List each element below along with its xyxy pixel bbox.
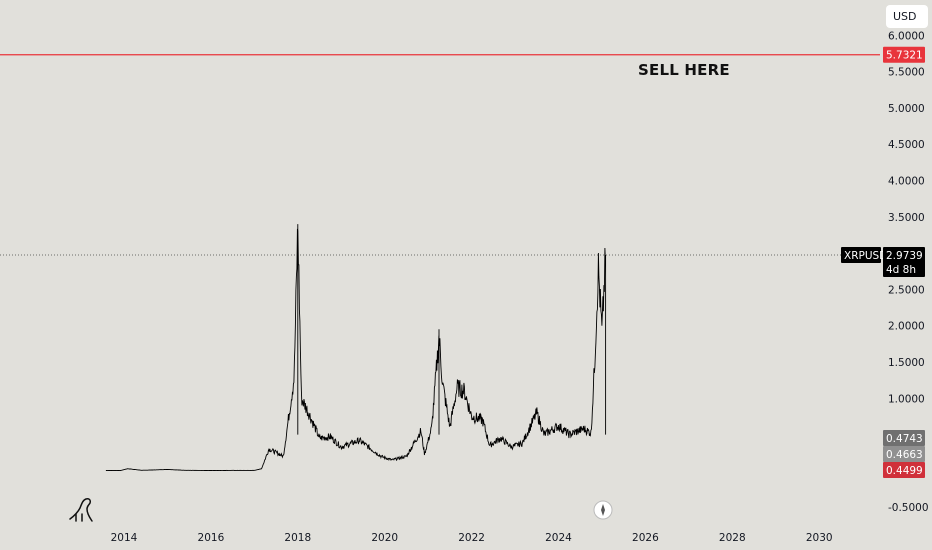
- level-tag-2-bg: [883, 446, 925, 462]
- y-tick-label: 2.0000: [888, 321, 925, 333]
- price-series-line: [105, 224, 607, 472]
- y-tick-label: -0.5000: [888, 502, 929, 514]
- symbol-tag: XRPUSD: [844, 250, 887, 262]
- y-tick-label: 6.0000: [888, 30, 925, 42]
- level-tag-3-bg: [883, 462, 925, 478]
- last-price-tag: 2.9739: [886, 250, 923, 262]
- x-tick-label: 2022: [458, 532, 485, 544]
- level-tag-3: 0.4499: [886, 465, 923, 477]
- last-price-tag-bg: [883, 246, 925, 263]
- symbol-tag-bg: [841, 246, 881, 263]
- y-tick-label: 4.5000: [888, 139, 925, 151]
- y-tick-label: 3.5000: [888, 212, 925, 224]
- x-tick-label: 2026: [632, 532, 659, 544]
- x-tick-label: 2016: [198, 532, 225, 544]
- resistance-price-tag: 5.7321: [886, 50, 923, 62]
- y-tick-label: 5.0000: [888, 103, 925, 115]
- y-tick-label: 2.5000: [888, 284, 925, 296]
- dinosaur-logo-icon: [69, 498, 93, 522]
- y-tick-label: 1.5000: [888, 357, 925, 369]
- y-tick-label: 4.0000: [888, 176, 925, 188]
- y-tick-label: 1.0000: [888, 393, 925, 405]
- level-tag-1-bg: [883, 430, 925, 446]
- countdown-tag: 4d 8h: [886, 264, 916, 276]
- compass-icon[interactable]: [593, 500, 613, 520]
- sell-here-annotation: SELL HERE: [638, 61, 730, 79]
- x-tick-label: 2024: [545, 532, 572, 544]
- y-tick-label: 5.5000: [888, 67, 925, 79]
- currency-button[interactable]: USD: [886, 5, 928, 28]
- x-tick-label: 2014: [111, 532, 138, 544]
- level-tag-2: 0.4663: [886, 449, 923, 461]
- countdown-tag-bg: [883, 260, 925, 277]
- level-tag-1: 0.4743: [886, 433, 923, 445]
- x-tick-label: 2030: [806, 532, 833, 544]
- x-tick-label: 2018: [284, 532, 311, 544]
- x-tick-label: 2020: [371, 532, 398, 544]
- resistance-price-tag-bg: [883, 46, 925, 63]
- x-tick-label: 2028: [719, 532, 746, 544]
